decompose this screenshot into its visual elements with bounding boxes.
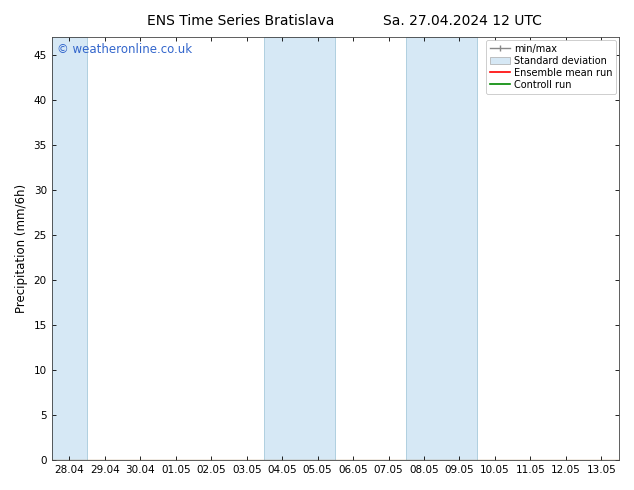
Y-axis label: Precipitation (mm/6h): Precipitation (mm/6h) bbox=[15, 184, 28, 313]
Bar bbox=[51, 37, 87, 460]
Bar bbox=[406, 37, 477, 460]
Bar bbox=[264, 37, 335, 460]
Text: Sa. 27.04.2024 12 UTC: Sa. 27.04.2024 12 UTC bbox=[384, 14, 542, 28]
Text: ENS Time Series Bratislava: ENS Time Series Bratislava bbox=[147, 14, 335, 28]
Legend: min/max, Standard deviation, Ensemble mean run, Controll run: min/max, Standard deviation, Ensemble me… bbox=[486, 40, 616, 94]
Text: © weatheronline.co.uk: © weatheronline.co.uk bbox=[57, 44, 193, 56]
